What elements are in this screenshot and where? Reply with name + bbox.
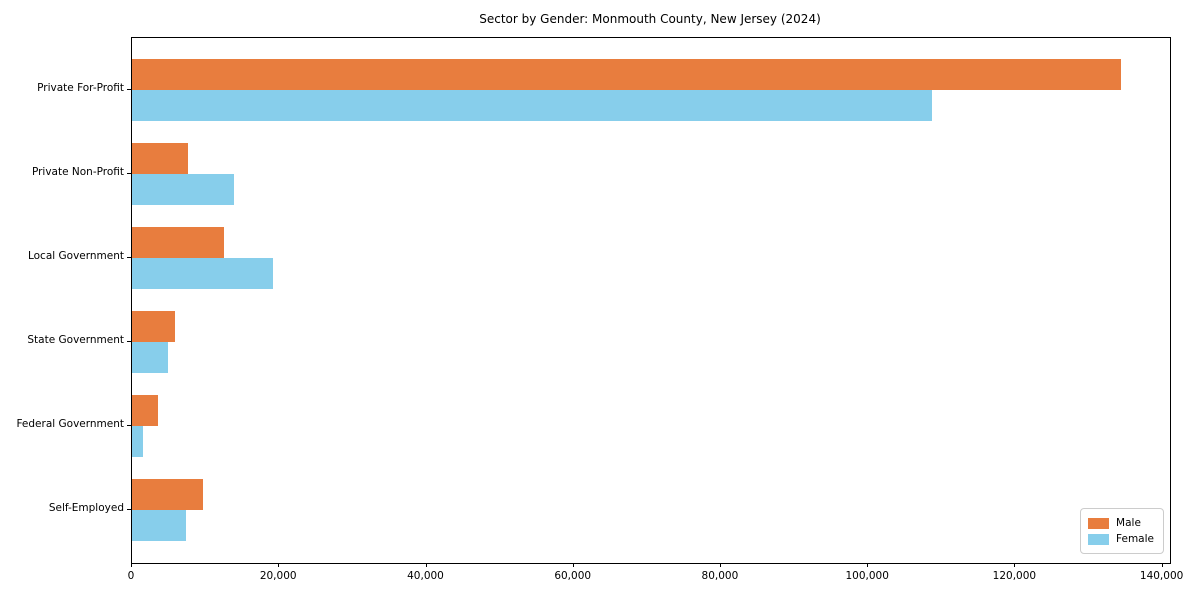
y-tick-mark (127, 256, 131, 258)
y-tick-mark (127, 88, 131, 90)
x-tick-mark (1014, 563, 1016, 567)
x-tick-mark (867, 563, 869, 567)
bar-male-self-employed (132, 478, 203, 510)
bar-female-private-non-profit (132, 173, 235, 205)
y-tick-mark (127, 340, 131, 342)
bar-male-state-government (132, 310, 175, 342)
bar-male-local-government (132, 226, 224, 258)
x-tick-label: 40,000 (407, 570, 444, 582)
y-tick-label: Local Government (27, 250, 124, 262)
x-tick-mark (572, 563, 574, 567)
y-tick-label: Self-Employed (48, 502, 124, 514)
y-tick-label: Federal Government (16, 418, 124, 430)
y-tick-label: Private Non-Profit (31, 166, 124, 178)
legend-swatch-male (1088, 517, 1110, 529)
y-tick-label: Private For-Profit (37, 82, 124, 94)
bar-female-self-employed (132, 509, 186, 541)
x-tick-mark (278, 563, 280, 567)
bar-female-federal-government (132, 425, 143, 457)
y-tick-mark (127, 508, 131, 510)
legend-label-male: Male (1116, 517, 1141, 529)
x-tick-label: 120,000 (992, 570, 1037, 582)
legend-swatch-female (1088, 533, 1110, 545)
bar-male-private-for-profit (132, 58, 1121, 90)
x-tick-label: 140,000 (1139, 570, 1184, 582)
x-tick-label: 80,000 (701, 570, 739, 582)
x-tick-mark (719, 563, 721, 567)
x-tick-label: 20,000 (259, 570, 297, 582)
x-tick-mark (131, 563, 132, 567)
x-tick-label: 0 (127, 570, 135, 582)
plot-area: Male Female (131, 37, 1171, 564)
y-tick-label: State Government (27, 334, 124, 346)
legend-label-female: Female (1116, 533, 1154, 545)
x-tick-mark (425, 563, 427, 567)
legend-entry-female: Female (1088, 531, 1154, 547)
x-tick-label: 100,000 (845, 570, 889, 582)
bar-male-federal-government (132, 394, 158, 426)
x-tick-label: 60,000 (554, 570, 592, 582)
bar-female-state-government (132, 341, 169, 373)
legend-entry-male: Male (1088, 515, 1154, 531)
bar-male-private-non-profit (132, 142, 188, 174)
y-tick-mark (127, 424, 131, 426)
legend: Male Female (1080, 508, 1164, 554)
chart-title: Sector by Gender: Monmouth County, New J… (479, 12, 821, 26)
x-tick-mark (1161, 563, 1163, 567)
bar-female-private-for-profit (132, 89, 933, 121)
y-tick-mark (127, 172, 131, 174)
bar-female-local-government (132, 257, 274, 289)
